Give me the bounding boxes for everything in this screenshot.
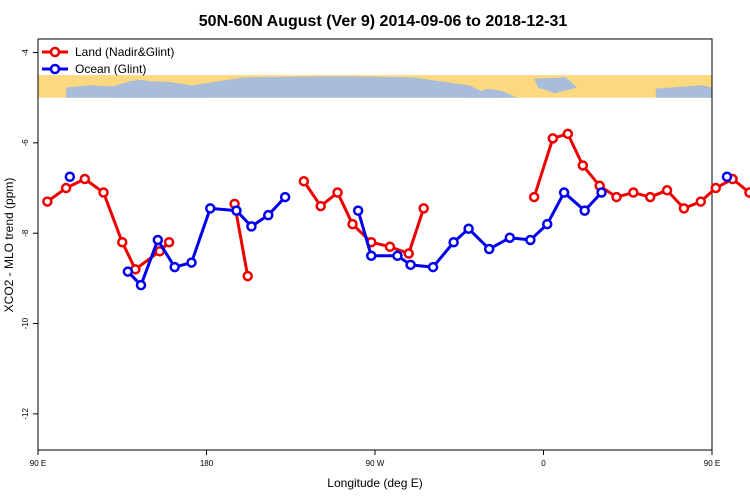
series-0-point-0-2 bbox=[79, 173, 91, 185]
series-layer bbox=[42, 128, 750, 291]
series-0-point-3-11 bbox=[710, 182, 721, 194]
series-1-point-1-0 bbox=[122, 266, 134, 277]
y-tick-label-2: -8 bbox=[21, 229, 30, 237]
x-tick-label-0: 90 E bbox=[30, 459, 46, 468]
series-1-point-1-1 bbox=[135, 279, 147, 291]
series-0-point-3-1 bbox=[547, 133, 559, 144]
series-0-point-3-5 bbox=[611, 191, 622, 203]
series-1-point-1-5 bbox=[204, 203, 216, 214]
series-1-point-2-2 bbox=[392, 250, 403, 262]
series-0-point-2-1 bbox=[315, 200, 326, 212]
y-tick-label-3: -10 bbox=[21, 317, 30, 329]
series-0-point-0-1 bbox=[60, 182, 72, 194]
series-1-point-0-0 bbox=[64, 171, 76, 183]
series-0-point-2-2 bbox=[332, 187, 343, 198]
chart-title: 50N-60N August (Ver 9) 2014-09-06 to 201… bbox=[199, 13, 568, 30]
legend-ocean-label: Ocean (Glint) bbox=[75, 62, 146, 76]
series-0-point-0-4 bbox=[117, 236, 128, 248]
series-1-point-2-8 bbox=[504, 232, 516, 243]
x-tick-label-4: 90 E bbox=[704, 459, 720, 468]
series-1-point-1-8 bbox=[263, 209, 274, 221]
series-0-point-2-5 bbox=[384, 241, 396, 253]
series-1-point-2-4 bbox=[427, 261, 439, 273]
x-axis: 90 E 180 90 W 0 90 E bbox=[30, 450, 720, 468]
series-1-point-1-4 bbox=[186, 257, 197, 268]
x-tick-label-3: 0 bbox=[541, 459, 546, 468]
series-0-point-2-7 bbox=[418, 203, 429, 214]
series-1-point-2-5 bbox=[448, 236, 459, 248]
series-1-point-3-0 bbox=[721, 171, 733, 183]
series-0-line-1 bbox=[233, 203, 250, 277]
series-0-point-3-2 bbox=[562, 128, 574, 140]
series-1-point-1-9 bbox=[279, 191, 291, 203]
series-1-line-1 bbox=[126, 196, 287, 287]
map-band-ocean-4 bbox=[464, 88, 518, 98]
map-band-ocean-2 bbox=[135, 79, 149, 88]
series-1-point-1-2 bbox=[152, 234, 164, 246]
y-tick-label-0: -4 bbox=[21, 48, 30, 56]
legend-land-label: Land (Nadir&Glint) bbox=[75, 45, 174, 59]
series-1-point-1-6 bbox=[231, 205, 242, 216]
legend: Land (Nadir&Glint) Ocean (Glint) bbox=[42, 45, 174, 76]
series-0-point-3-13 bbox=[744, 187, 750, 198]
series-0-point-1-1 bbox=[242, 270, 253, 282]
series-1-point-2-13 bbox=[596, 187, 607, 198]
series-0-point-3-10 bbox=[695, 196, 707, 207]
world-map-band bbox=[38, 75, 712, 98]
series-1-point-2-10 bbox=[541, 218, 553, 230]
series-1-point-2-0 bbox=[352, 205, 364, 216]
series-1-point-2-6 bbox=[463, 223, 474, 234]
series-0-point-3-0 bbox=[528, 191, 540, 203]
series-0-line-3 bbox=[532, 132, 750, 210]
x-tick-label-1: 180 bbox=[200, 459, 214, 468]
legend-ocean-marker bbox=[49, 63, 61, 75]
series-1-point-2-1 bbox=[366, 250, 377, 262]
series-0-point-2-3 bbox=[347, 218, 358, 230]
y-axis-label: XCO2 - MLO trend (ppm) bbox=[2, 178, 16, 313]
series-0-point-0-0 bbox=[42, 196, 53, 207]
series-0-point-3-3 bbox=[577, 160, 589, 171]
map-band-ocean-3 bbox=[534, 77, 578, 94]
x-axis-label: Longitude (deg E) bbox=[327, 476, 422, 490]
x-tick-label-2: 90 W bbox=[366, 459, 385, 468]
series-1-point-2-9 bbox=[525, 234, 536, 246]
series-1-point-1-3 bbox=[169, 261, 180, 273]
series-0-point-3-6 bbox=[628, 187, 639, 198]
map-band-ocean-1 bbox=[112, 76, 497, 98]
series-0-point-2-0 bbox=[298, 176, 310, 187]
series-1-point-1-7 bbox=[246, 221, 257, 232]
series-1 bbox=[64, 171, 733, 291]
series-0-point-3-7 bbox=[644, 191, 656, 203]
series-1-point-2-7 bbox=[483, 243, 495, 255]
series-1-point-2-3 bbox=[405, 259, 416, 271]
series-0-point-0-7 bbox=[163, 236, 175, 248]
series-0-point-3-8 bbox=[661, 185, 673, 196]
series-0-point-3-9 bbox=[678, 203, 690, 214]
y-tick-label-1: -6 bbox=[21, 139, 30, 147]
y-tick-label-4: -12 bbox=[21, 408, 30, 420]
y-axis: -4 -6 -8 -10 -12 bbox=[21, 48, 38, 420]
legend-land-marker bbox=[49, 46, 61, 58]
series-0-point-2-6 bbox=[403, 248, 414, 259]
map-band-ocean-5 bbox=[655, 81, 712, 98]
series-0-point-0-3 bbox=[98, 187, 109, 198]
series-1-point-2-12 bbox=[579, 205, 590, 216]
series-1-point-2-11 bbox=[558, 187, 570, 198]
